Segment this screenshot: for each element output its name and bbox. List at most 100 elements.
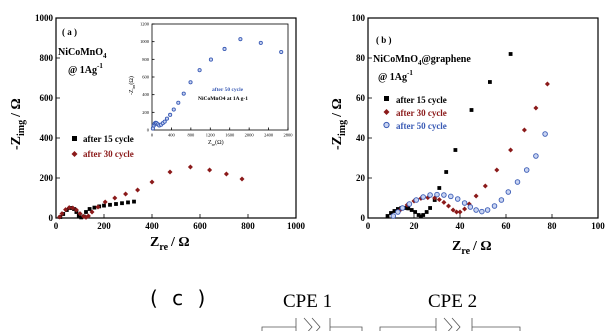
y-tick-label: 60 (356, 93, 366, 103)
data-point (508, 147, 514, 153)
data-point (427, 192, 433, 198)
data-point (108, 202, 112, 207)
panel-label-b: ( b ) (376, 35, 392, 45)
data-point (454, 209, 460, 215)
legend-marker-a-30 (71, 151, 78, 157)
data-point (436, 197, 442, 203)
tick-labels-b: 0 20 40 60 80 100 0 20 40 60 80 100 (352, 13, 606, 231)
x-tick-label: 20 (410, 221, 420, 231)
data-point (482, 183, 488, 189)
legend-marker-a-15 (72, 136, 77, 141)
data-point (505, 189, 512, 195)
data-point (92, 205, 97, 210)
data-points-b (385, 52, 550, 219)
data-point (149, 179, 155, 185)
data-point (406, 206, 411, 211)
data-point (467, 204, 474, 210)
data-point (406, 201, 413, 207)
inset-note-2: NiCoMnO4 at 1A g-1 (198, 96, 248, 102)
equivalent-circuit (261, 317, 521, 331)
data-point (57, 214, 63, 220)
data-point (523, 167, 530, 173)
data-point (66, 205, 72, 211)
data-point (413, 197, 420, 203)
data-point (462, 206, 468, 212)
x-tick-label: 1000 (287, 221, 306, 231)
data-point (167, 169, 173, 175)
x-tick-label: 400 (168, 133, 176, 138)
y-tick-label: 0 (147, 128, 150, 133)
data-point (77, 211, 83, 217)
tick-labels-a: 0 200 400 600 800 1000 0 200 400 600 800 1000 (35, 13, 306, 231)
data-point (171, 107, 176, 112)
data-point (95, 204, 101, 210)
inset-chart-a: 0 400 800 1200 1600 2000 2400 2800 0 200 400 600 800… (128, 22, 293, 147)
inset-data-points (150, 37, 284, 131)
y-tick-label: 200 (142, 110, 150, 115)
data-point (258, 40, 263, 45)
data-point (437, 186, 442, 190)
data-point (392, 209, 397, 213)
legend-marker-b-15 (384, 96, 389, 101)
data-point (239, 176, 245, 182)
data-point (208, 57, 213, 62)
x-tick-label: 2000 (245, 133, 255, 138)
data-point (479, 208, 485, 215)
inset-tick-labels: 0 400 800 1200 1600 2000 2400 2800 0 200 400 600 800… (140, 22, 293, 138)
data-point (428, 206, 432, 210)
legend-label-a-30: after 30 cycle (83, 149, 134, 159)
x-tick-label: 400 (145, 221, 159, 231)
data-point (89, 209, 95, 215)
data-point (102, 199, 108, 205)
legend-a: after 15 cycle after 30 cycle (71, 134, 134, 159)
y-tick-label: 0 (49, 213, 54, 223)
y-tick-label: 600 (142, 75, 150, 80)
data-point (70, 205, 76, 211)
y-tick-label: 1200 (140, 22, 150, 27)
data-point (73, 207, 79, 213)
legend-marker-b-50 (383, 121, 390, 129)
data-point (488, 80, 492, 84)
legend-label-b-15: after 15 cycle (396, 95, 447, 105)
chart-panel-b: 0 20 40 60 80 100 0 20 40 60 80 100 ( b ) NiCoMnO4@… (330, 13, 605, 257)
data-point (441, 199, 447, 205)
cpe1-label: CPE 1 (283, 291, 333, 312)
y-tick-label: 1000 (35, 13, 54, 23)
data-point (434, 191, 440, 198)
data-point (188, 80, 193, 85)
data-point (457, 209, 463, 215)
data-points-a (57, 164, 245, 220)
data-point (441, 192, 447, 198)
x-tick-label: 80 (548, 221, 558, 231)
x-tick-label: 60 (502, 221, 512, 231)
data-point (126, 200, 130, 205)
rate-label-b: @ 1Ag-1 (378, 69, 413, 83)
data-point (419, 214, 423, 219)
data-point (223, 171, 229, 177)
svg-text:Zre/ Ω: Zre / Ω (150, 235, 190, 253)
data-point (120, 201, 124, 206)
data-point (453, 148, 458, 152)
data-point (135, 187, 141, 193)
circuit-wire-left (261, 326, 363, 331)
x-axis-title-b: Zre / Ω (452, 239, 492, 257)
data-point (446, 203, 451, 209)
data-point (197, 68, 202, 73)
data-point (59, 211, 65, 217)
y-tick-label: 400 (40, 133, 54, 143)
data-point (444, 170, 449, 174)
y-tick-label: 0 (361, 213, 366, 223)
data-point (390, 213, 397, 219)
y-tick-label: 200 (40, 173, 54, 183)
material-label-a: NiCoMnO4 (58, 47, 107, 60)
y-tick-label: 600 (40, 93, 54, 103)
panel-label-a: ( a ) (62, 27, 77, 37)
x-tick-label: 800 (187, 133, 195, 138)
circuit-wire-right (379, 326, 521, 331)
y-tick-label: 20 (356, 173, 366, 183)
inset-note-1: after 50 cycle (212, 87, 244, 93)
rate-label-a: @ 1Ag-1 (68, 62, 103, 76)
x-tick-label: 1600 (225, 133, 235, 138)
data-point (132, 199, 136, 204)
